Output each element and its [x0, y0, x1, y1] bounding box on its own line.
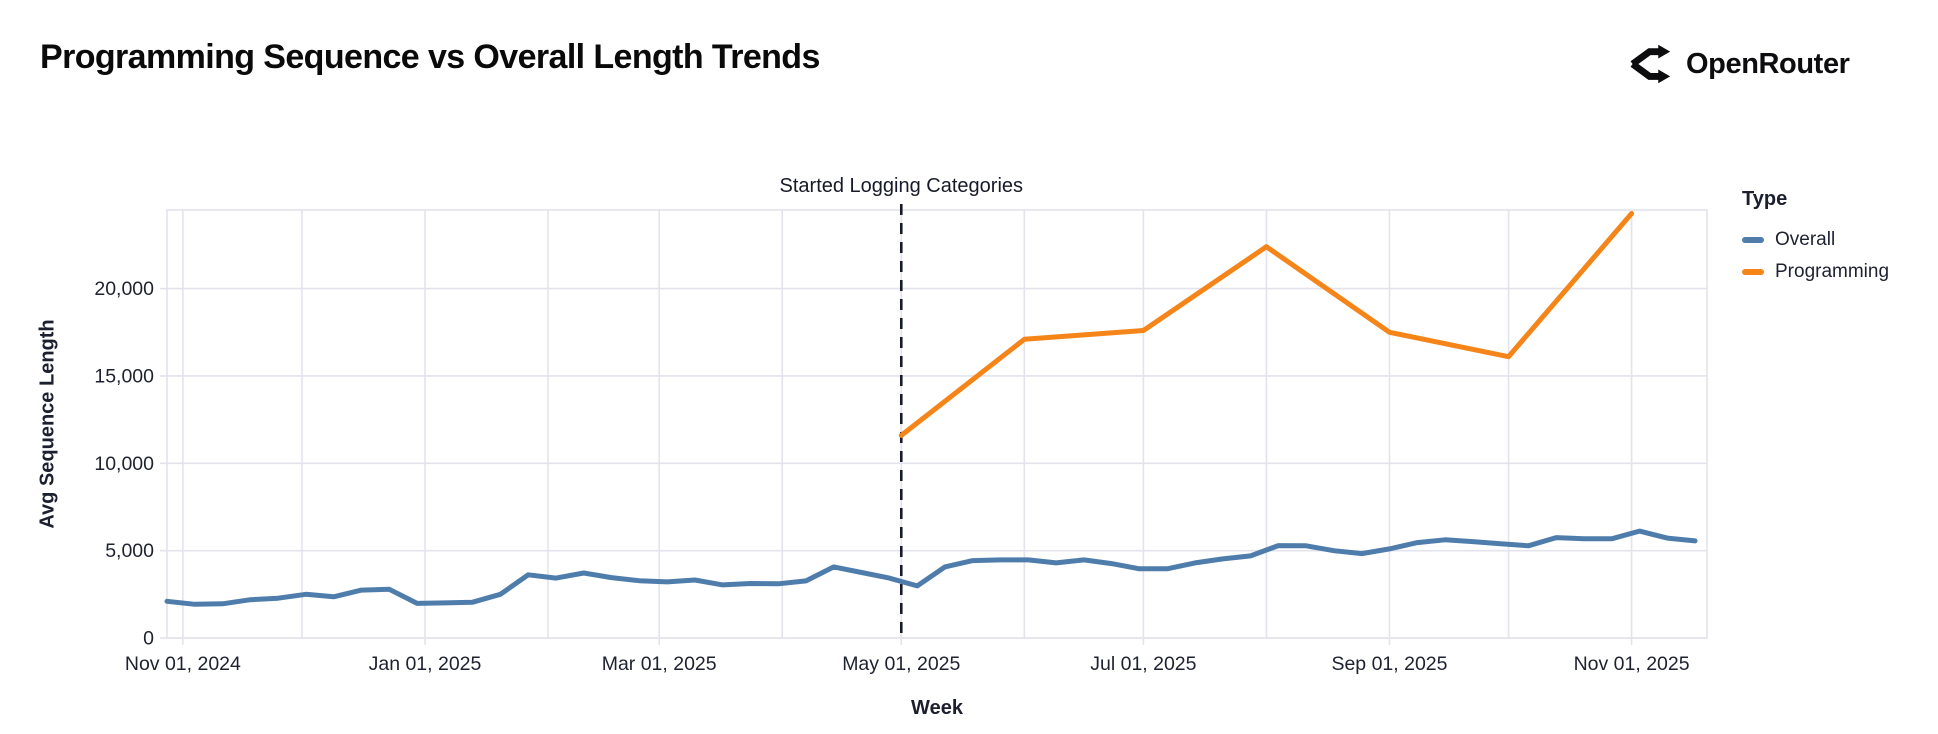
- y-tick-label: 5,000: [105, 540, 154, 562]
- x-tick-label: May 01, 2025: [842, 653, 960, 675]
- brand-logo: OpenRouter: [1628, 42, 1850, 86]
- y-tick-label: 20,000: [94, 278, 154, 300]
- x-tick-label: Mar 01, 2025: [602, 653, 717, 675]
- legend-item-overall: Overall: [1742, 229, 1889, 251]
- x-axis-title: Week: [911, 697, 963, 719]
- x-tick-label: Nov 01, 2025: [1574, 653, 1690, 675]
- legend-title: Type: [1742, 188, 1788, 210]
- brand-name: OpenRouter: [1686, 47, 1850, 80]
- annotation-label: Started Logging Categories: [779, 175, 1024, 197]
- openrouter-icon: [1628, 42, 1672, 86]
- legend-swatch-programming: [1742, 269, 1764, 275]
- x-tick-label: Sep 01, 2025: [1331, 653, 1447, 675]
- legend: Type Overall Programming: [1742, 188, 1889, 293]
- x-tick-label: Jul 01, 2025: [1090, 653, 1196, 675]
- y-tick-label: 0: [143, 628, 154, 650]
- series-line-programming: [898, 211, 1635, 438]
- page-title: Programming Sequence vs Overall Length T…: [40, 38, 820, 76]
- legend-label: Programming: [1775, 261, 1890, 282]
- x-tick-label: Jan 01, 2025: [369, 653, 482, 675]
- x-tick-label: Nov 01, 2024: [125, 653, 241, 675]
- series-line-overall: [164, 528, 1698, 607]
- legend-item-programming: Programming: [1742, 261, 1889, 283]
- legend-swatch-overall: [1742, 237, 1764, 243]
- legend-label: Overall: [1775, 229, 1836, 250]
- y-axis-title: Avg Sequence Length: [36, 319, 59, 529]
- y-tick-label: 15,000: [94, 365, 154, 387]
- plot-border: [166, 209, 1708, 639]
- y-tick-label: 10,000: [94, 453, 154, 475]
